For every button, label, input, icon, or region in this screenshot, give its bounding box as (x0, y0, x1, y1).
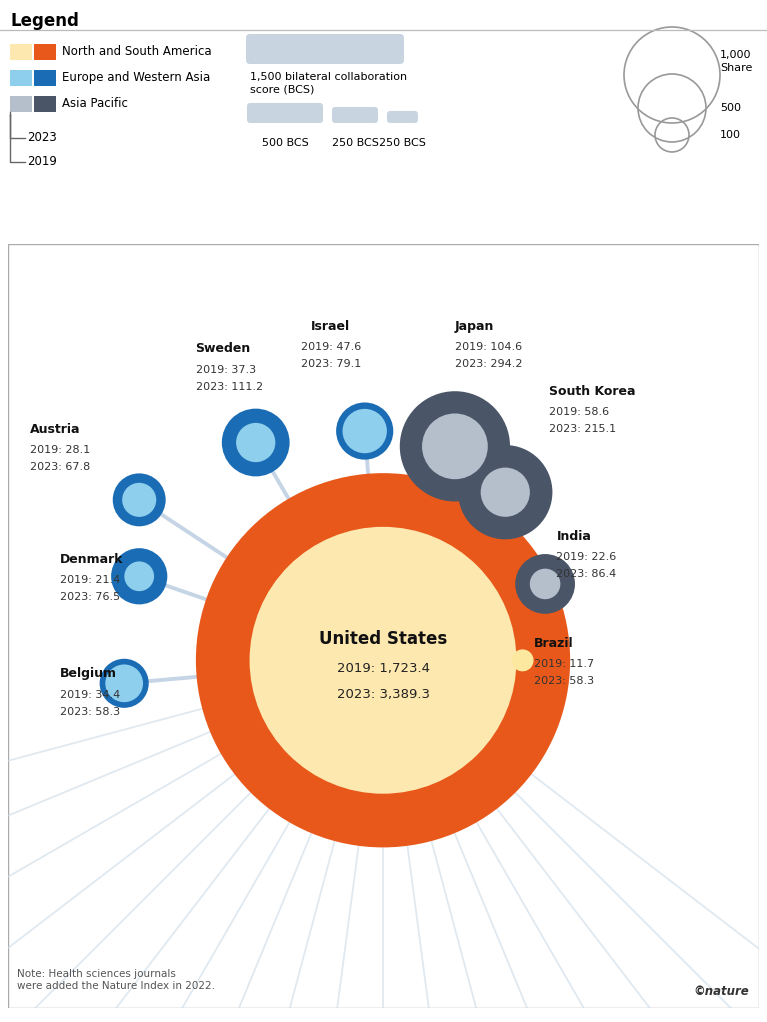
FancyBboxPatch shape (34, 69, 56, 86)
Text: 2023: 3,389.3: 2023: 3,389.3 (337, 688, 430, 701)
Text: India: India (556, 529, 591, 543)
Text: 500 BCS: 500 BCS (262, 138, 308, 148)
Circle shape (113, 473, 166, 526)
Text: 100: 100 (720, 130, 741, 140)
Text: 2023: 215.1: 2023: 215.1 (549, 424, 616, 433)
Circle shape (105, 664, 143, 702)
Text: 2023: 76.5: 2023: 76.5 (61, 592, 120, 602)
Circle shape (196, 473, 570, 847)
Text: 2019: 22.6: 2019: 22.6 (556, 552, 617, 562)
FancyBboxPatch shape (10, 69, 32, 86)
FancyBboxPatch shape (247, 103, 323, 123)
Text: 2019: 21.4: 2019: 21.4 (61, 575, 120, 586)
Text: 2023: 294.2: 2023: 294.2 (455, 359, 522, 369)
Text: 2019: 28.1: 2019: 28.1 (30, 446, 91, 456)
Circle shape (336, 403, 393, 460)
Text: ©nature: ©nature (694, 985, 749, 998)
Text: 2023: 67.8: 2023: 67.8 (30, 462, 91, 472)
Circle shape (498, 636, 547, 685)
Text: Note: Health sciences journals
were added the Nature Index in 2022.: Note: Health sciences journals were adde… (18, 969, 216, 990)
Circle shape (122, 482, 156, 517)
FancyBboxPatch shape (8, 244, 759, 1008)
Circle shape (515, 554, 575, 614)
FancyBboxPatch shape (387, 111, 418, 123)
Text: 2019: 104.6: 2019: 104.6 (455, 342, 522, 353)
Text: 1,000: 1,000 (720, 50, 752, 60)
Text: 2023: 58.3: 2023: 58.3 (534, 676, 594, 686)
Text: 2023: 2023 (27, 132, 57, 144)
Circle shape (222, 409, 290, 476)
Circle shape (512, 649, 534, 671)
FancyBboxPatch shape (10, 44, 32, 60)
Text: Denmark: Denmark (61, 553, 123, 566)
Circle shape (530, 568, 561, 599)
Text: 2019: 34.4: 2019: 34.4 (61, 690, 120, 700)
Text: 2023: 111.2: 2023: 111.2 (196, 382, 263, 391)
Circle shape (249, 526, 516, 794)
Text: Europe and Western Asia: Europe and Western Asia (62, 72, 210, 85)
FancyBboxPatch shape (34, 96, 56, 112)
Text: 2019: 1,723.4: 2019: 1,723.4 (337, 661, 430, 675)
Text: 2019: 58.6: 2019: 58.6 (549, 407, 609, 417)
Text: South Korea: South Korea (549, 384, 635, 398)
Text: Israel: Israel (311, 320, 351, 332)
Circle shape (236, 423, 275, 462)
FancyBboxPatch shape (10, 96, 32, 112)
Circle shape (124, 561, 154, 591)
Text: Austria: Austria (30, 423, 81, 435)
Text: 2023: 79.1: 2023: 79.1 (301, 359, 361, 369)
Text: 2019: 2019 (27, 155, 57, 169)
Text: 500: 500 (720, 103, 741, 113)
FancyBboxPatch shape (34, 44, 56, 60)
Circle shape (458, 445, 552, 540)
Text: Share: Share (720, 63, 752, 73)
Circle shape (422, 414, 488, 479)
Text: 2019: 11.7: 2019: 11.7 (534, 659, 594, 669)
Circle shape (481, 468, 530, 517)
FancyBboxPatch shape (332, 107, 378, 123)
Text: United States: United States (319, 630, 447, 648)
Circle shape (100, 659, 149, 708)
Text: Brazil: Brazil (534, 637, 574, 650)
Text: Asia Pacific: Asia Pacific (62, 97, 128, 110)
Circle shape (400, 391, 510, 502)
Text: Japan: Japan (455, 320, 494, 332)
Text: Legend: Legend (10, 12, 79, 30)
Text: 2023: 86.4: 2023: 86.4 (556, 569, 617, 579)
Text: North and South America: North and South America (62, 46, 212, 58)
Circle shape (343, 409, 387, 453)
Text: score (BCS): score (BCS) (250, 85, 314, 95)
Text: 2019: 47.6: 2019: 47.6 (301, 342, 361, 353)
Text: Sweden: Sweden (196, 342, 251, 356)
Text: 1,500 bilateral collaboration: 1,500 bilateral collaboration (250, 72, 407, 82)
Text: 250 BCS: 250 BCS (379, 138, 426, 148)
Circle shape (111, 548, 167, 604)
Text: Belgium: Belgium (61, 667, 117, 681)
FancyBboxPatch shape (246, 34, 404, 64)
Text: 2023: 58.3: 2023: 58.3 (61, 706, 120, 716)
Text: 250 BCS: 250 BCS (331, 138, 378, 148)
Text: 2019: 37.3: 2019: 37.3 (196, 365, 255, 375)
